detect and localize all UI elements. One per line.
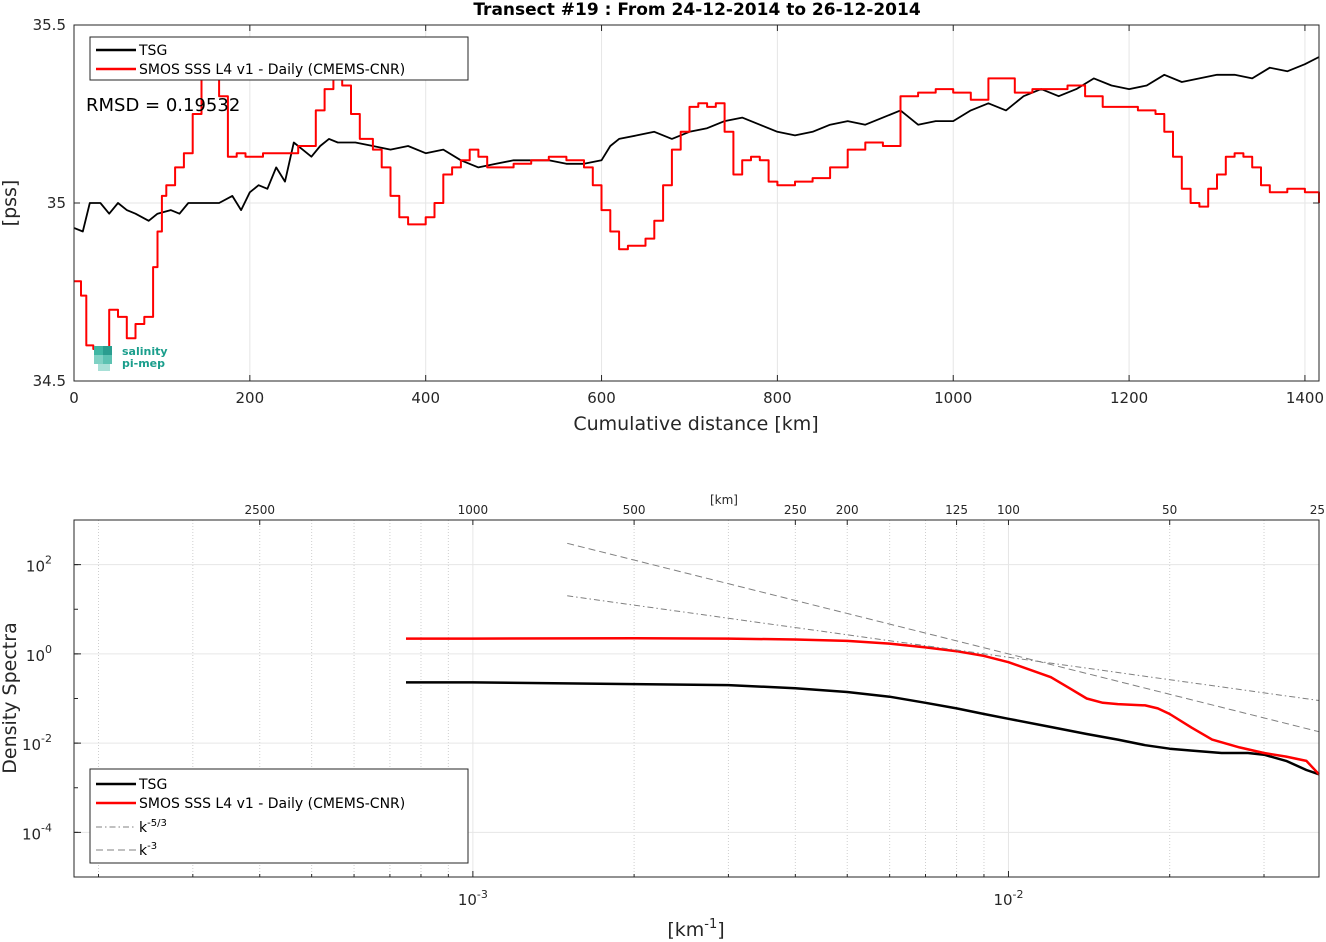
top-tick-label: 1000 xyxy=(458,503,489,517)
x-tick-label: 10-3 xyxy=(458,888,488,909)
y-tick-label-base: 10 xyxy=(22,825,41,843)
top-tick-label: 500 xyxy=(623,503,646,517)
x-axis-label-base: [km xyxy=(667,919,704,941)
x-tick-label: 1400 xyxy=(1286,389,1324,407)
legend-label-k3-sup: -3 xyxy=(147,841,157,852)
top-tick-label: 125 xyxy=(945,503,968,517)
logo-cube xyxy=(94,346,103,355)
y-tick-label: 102 xyxy=(26,554,52,576)
series-line-tsg xyxy=(406,681,1320,776)
y-tick-label: 35 xyxy=(47,194,66,212)
legend-label-k3: k-3 xyxy=(139,841,157,859)
y-axis-label: [pss] xyxy=(0,180,21,227)
top-axis-label: [km] xyxy=(710,493,738,507)
y-tick-label: 10-4 xyxy=(22,821,52,843)
x-tick-label: 800 xyxy=(763,389,792,407)
legend-label-smos: SMOS SSS L4 v1 - Daily (CMEMS-CNR) xyxy=(139,796,405,812)
legend-label-k3-base: k xyxy=(139,843,148,859)
x-tick-label: 200 xyxy=(236,389,265,407)
legend-label-k53-sup: -5/3 xyxy=(147,818,167,829)
legend: TSG SMOS SSS L4 v1 - Daily (CMEMS-CNR) k… xyxy=(89,768,469,864)
top-tick-label: 250 xyxy=(784,503,807,517)
legend-label-tsg: TSG xyxy=(138,777,167,793)
series-line-tsg xyxy=(73,56,1320,233)
x-tick-label-exp: -2 xyxy=(1013,888,1024,901)
y-tick-label-exp: 0 xyxy=(45,643,52,656)
top-tick-label: 50 xyxy=(1162,503,1177,517)
legend-label-smos: SMOS SSS L4 v1 - Daily (CMEMS-CNR) xyxy=(139,62,405,78)
series-line-k-3 xyxy=(567,542,1320,733)
logo-text-pi-mep: pi-mep xyxy=(122,357,165,370)
y-tick-label-base: 10 xyxy=(26,558,45,576)
y-tick-label-exp: 2 xyxy=(45,554,52,567)
x-axis-label-sup: -1 xyxy=(704,917,717,932)
y-tick-label: 10-2 xyxy=(22,732,52,754)
logo-text-salinity: salinity xyxy=(122,345,168,358)
x-tick-label-base: 10 xyxy=(458,891,477,909)
ticks: 0 200 400 600 800 1000 1200 1400 34.5 35 35.5 xyxy=(33,16,1324,407)
legend-label-tsg: TSG xyxy=(138,43,167,59)
series-line-smos-sss-l4-v1-daily-cmems-cnr xyxy=(406,636,1320,776)
x-tick-label-base: 10 xyxy=(993,891,1012,909)
y-tick-label-exp: -2 xyxy=(41,732,52,745)
x-tick-label: 1000 xyxy=(934,389,972,407)
logo-cube xyxy=(103,355,112,364)
top-tick-label: 2500 xyxy=(244,503,275,517)
salinity-pi-mep-logo: salinity pi-mep xyxy=(94,345,168,371)
y-tick-label: 34.5 xyxy=(33,372,66,390)
y-tick-label-base: 10 xyxy=(22,736,41,754)
y-tick-label: 100 xyxy=(26,643,52,665)
salinity-transect-chart: Transect #19 : From 24-12-2014 to 26-12-… xyxy=(0,0,1324,435)
series-line-k-5-3 xyxy=(567,595,1320,701)
y-tick-label: 35.5 xyxy=(33,16,66,34)
rmsd-annotation: RMSD = 0.19532 xyxy=(86,95,240,116)
logo-cube xyxy=(103,346,112,355)
logo-cube xyxy=(98,364,110,371)
top-tick-label: 200 xyxy=(836,503,859,517)
x-tick-label: 10-2 xyxy=(993,888,1023,909)
series-group xyxy=(406,542,1320,776)
top-tick-label: 100 xyxy=(997,503,1020,517)
x-tick-label: 400 xyxy=(411,389,440,407)
y-tick-label-base: 10 xyxy=(26,647,45,665)
legend-box xyxy=(89,36,469,81)
legend-box xyxy=(89,768,469,864)
legend-label-k53-base: k xyxy=(139,820,148,836)
x-axis-label-tail: ] xyxy=(717,919,724,941)
x-tick-label: 600 xyxy=(587,389,616,407)
x-tick-label-exp: -3 xyxy=(477,888,488,901)
x-axis-label: Cumulative distance [km] xyxy=(573,413,818,435)
top-tick-label: 25 xyxy=(1310,503,1325,517)
chart-title: Transect #19 : From 24-12-2014 to 26-12-… xyxy=(473,0,921,20)
x-axis-label: [km-1] xyxy=(667,917,724,941)
y-tick-label-exp: -4 xyxy=(41,821,52,834)
y-axis-label: Density Spectra xyxy=(0,622,21,773)
logo-cube xyxy=(94,355,103,364)
legend-label-k53: k-5/3 xyxy=(139,818,167,836)
x-tick-label: 1200 xyxy=(1110,389,1148,407)
legend: TSG SMOS SSS L4 v1 - Daily (CMEMS-CNR) xyxy=(89,36,469,81)
x-tick-label: 0 xyxy=(69,389,79,407)
